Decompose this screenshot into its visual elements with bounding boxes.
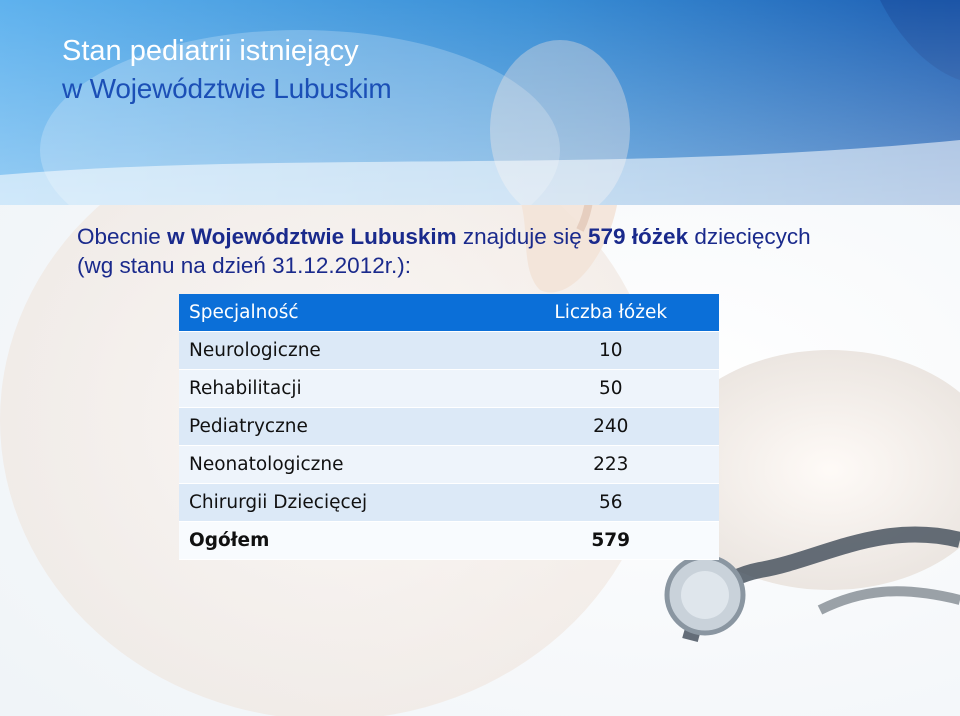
row-beds: 56 [502, 483, 719, 522]
intro-paragraph: Obecnie w Województwie Lubuskim znajduje… [77, 222, 897, 280]
table-header-row: Specjalność Liczba łóżek [179, 294, 719, 332]
intro-beds-count: 579 łóżek [588, 224, 689, 249]
row-specialty: Pediatryczne [179, 407, 503, 446]
table-row: Neurologiczne 10 [179, 331, 719, 370]
table-row: Pediatryczne 240 [179, 407, 719, 446]
total-label: Ogółem [179, 521, 503, 560]
intro-text-2: znajduje się [456, 224, 589, 249]
slide-title: Stan pediatrii istniejący w Województwie… [62, 32, 392, 108]
row-specialty: Neonatologiczne [179, 445, 503, 484]
intro-region: w Województwie Lubuskim [167, 224, 457, 249]
intro-text-3: dziecięcych [688, 224, 811, 249]
intro-line-2: (wg stanu na dzień 31.12.2012r.): [77, 253, 411, 278]
header-beds: Liczba łóżek [502, 294, 719, 332]
row-specialty: Neurologiczne [179, 331, 503, 370]
beds-table: Specjalność Liczba łóżek Neurologiczne 1… [179, 294, 719, 560]
row-beds: 10 [502, 331, 719, 370]
intro-line-1: Obecnie w Województwie Lubuskim znajduje… [77, 222, 897, 251]
table-row: Neonatologiczne 223 [179, 445, 719, 484]
table-row: Chirurgii Dziecięcej 56 [179, 483, 719, 522]
row-specialty: Chirurgii Dziecięcej [179, 483, 503, 522]
intro-text-1: Obecnie [77, 224, 168, 249]
table-row: Rehabilitacji 50 [179, 369, 719, 408]
title-line-1: Stan pediatrii istniejący [62, 35, 359, 67]
row-beds: 50 [502, 369, 719, 408]
title-line-2: w Województwie Lubuskim [62, 73, 392, 104]
header-specialty: Specjalność [179, 294, 503, 332]
total-value: 579 [502, 521, 719, 560]
row-beds: 223 [502, 445, 719, 484]
table-total-row: Ogółem 579 [179, 521, 719, 560]
header-banner [0, 0, 960, 205]
row-beds: 240 [502, 407, 719, 446]
row-specialty: Rehabilitacji [179, 369, 503, 408]
